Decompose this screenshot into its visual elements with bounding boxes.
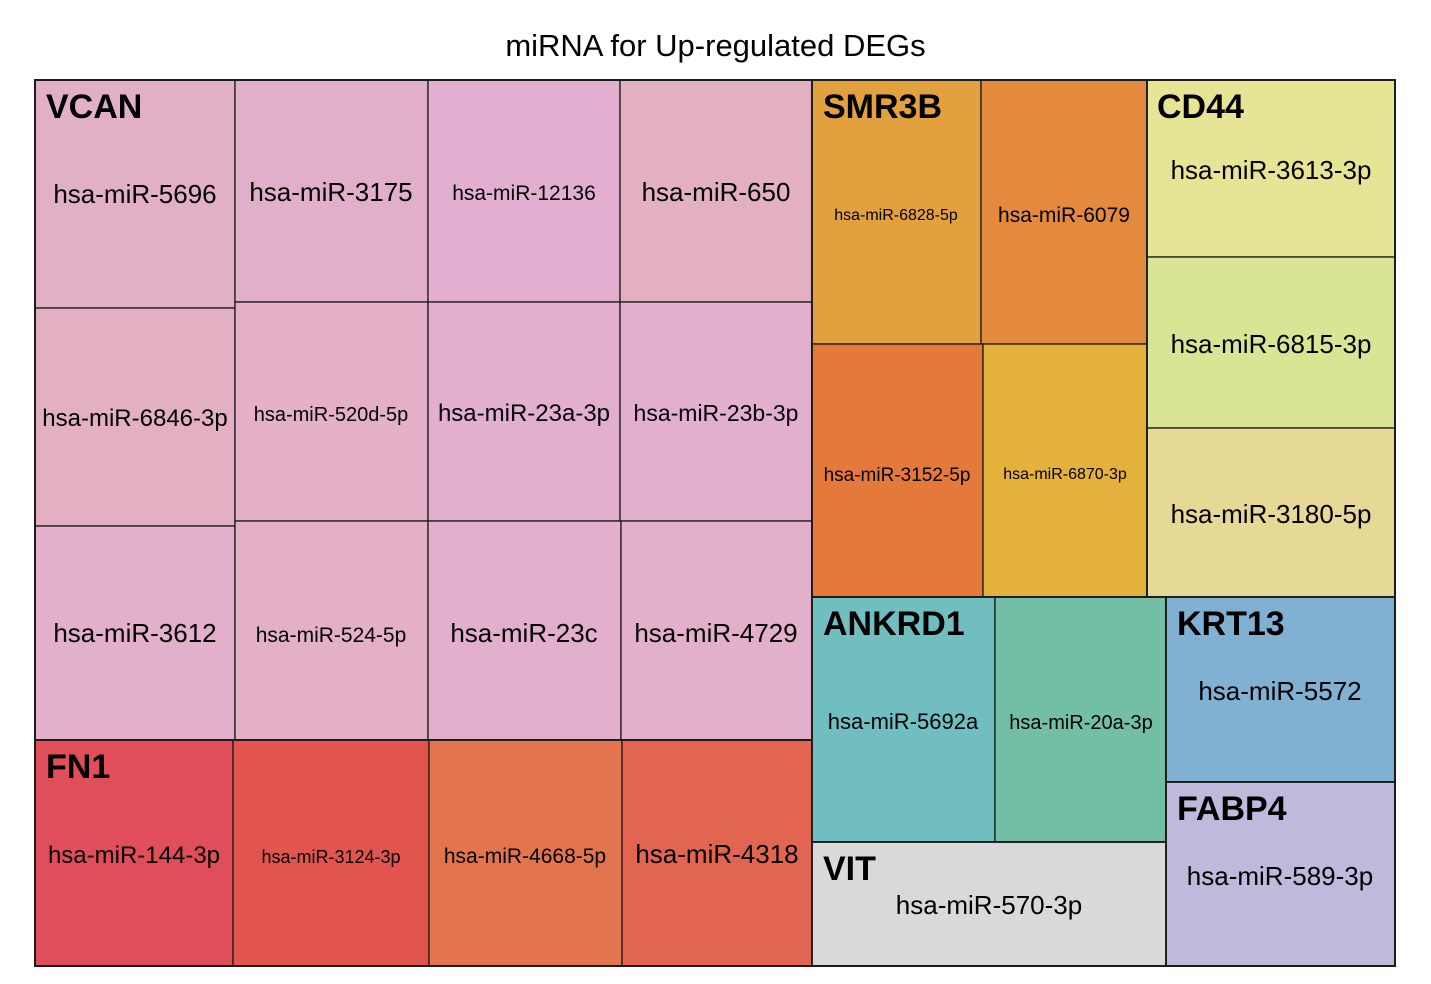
tile-label: hsa-miR-6815-3p (1171, 329, 1372, 359)
group-fn1: hsa-miR-144-3p hsa-miR-3124-3p hsa-miR-466… (34, 739, 813, 967)
tile-label: hsa-miR-524-5p (256, 624, 407, 647)
tile-label: hsa-miR-570-3p (896, 890, 1082, 920)
treemap-tile (34, 79, 236, 309)
tile-label: hsa-miR-20a-3p (1009, 712, 1152, 734)
tile-label: hsa-miR-3612 (53, 618, 216, 648)
tile-label: hsa-miR-6079 (998, 204, 1130, 227)
tile-label: hsa-miR-12136 (452, 182, 596, 205)
tile-label: hsa-miR-23b-3p (634, 400, 799, 426)
group-label: KRT13 (1177, 605, 1285, 643)
group-vcan: hsa-miR-5696 hsa-miR-6846-3p hsa-miR-3612 h… (34, 79, 813, 741)
treemap-tile (427, 520, 622, 741)
treemap-tile (34, 307, 236, 527)
treemap-tile (811, 343, 984, 598)
tile-label: hsa-miR-4668-5p (444, 845, 606, 868)
group-label: SMR3B (823, 88, 942, 126)
group-label: FABP4 (1177, 790, 1287, 828)
group-krt13: hsa-miR-5572 KRT13 (1165, 596, 1396, 783)
treemap-tile (811, 596, 996, 843)
treemap-tile (994, 596, 1167, 843)
chart-title: miRNA for Up-regulated DEGs (505, 28, 926, 63)
tile-label: hsa-miR-6828-5p (834, 207, 958, 224)
tile-label: hsa-miR-650 (642, 177, 791, 207)
group-label: CD44 (1157, 88, 1244, 126)
group-smr3b: hsa-miR-6828-5p hsa-miR-6079 hsa-miR-3152-… (811, 79, 1148, 598)
group-label: VIT (823, 850, 876, 888)
treemap-tile (1165, 781, 1396, 967)
tile-label: hsa-miR-4729 (634, 618, 797, 648)
tile-label: hsa-miR-23c (450, 618, 597, 648)
treemap-tile (427, 301, 621, 522)
treemap-tile (982, 343, 1148, 598)
tile-label: hsa-miR-3180-5p (1171, 499, 1372, 529)
group-ankrd1: hsa-miR-5692a hsa-miR-20a-3p ANKRD1 (811, 596, 1167, 843)
treemap-tile (1146, 427, 1396, 598)
group-cd44: hsa-miR-3613-3p hsa-miR-6815-3p hsa-miR-31… (1146, 79, 1396, 598)
plot-frame (34, 79, 1396, 967)
tile-label: hsa-miR-3613-3p (1171, 155, 1372, 185)
group-label: FN1 (46, 748, 110, 786)
tile-label: hsa-miR-589-3p (1187, 861, 1373, 891)
tile-label: hsa-miR-4318 (635, 839, 798, 869)
treemap-tile (234, 79, 429, 303)
tile-label: hsa-miR-5696 (53, 179, 216, 209)
treemap-tile (619, 79, 813, 303)
tile-label: hsa-miR-3124-3p (261, 847, 400, 867)
group-vit: hsa-miR-570-3p VIT (811, 841, 1167, 967)
treemap-tile (232, 739, 430, 967)
treemap-tile (34, 525, 236, 741)
treemap-tile (1146, 79, 1396, 258)
group-label: ANKRD1 (823, 605, 965, 643)
treemap-tile (428, 739, 623, 967)
group-fabp4: hsa-miR-589-3p FABP4 (1165, 781, 1396, 967)
treemap-tile (620, 520, 813, 741)
tile-label: hsa-miR-23a-3p (438, 400, 610, 427)
tile-label: hsa-miR-6870-3p (1003, 466, 1127, 483)
treemap-tile (1165, 596, 1396, 783)
tile-label: hsa-miR-3152-5p (824, 465, 971, 486)
tile-label: hsa-miR-5692a (828, 709, 979, 734)
treemap-tile (427, 79, 621, 303)
group-label: VCAN (46, 88, 142, 126)
tile-label: hsa-miR-144-3p (48, 842, 220, 869)
tile-label: hsa-miR-3175 (249, 177, 412, 207)
tile-label: hsa-miR-520d-5p (254, 404, 409, 426)
tile-label: hsa-miR-6846-3p (42, 405, 227, 432)
tile-label: hsa-miR-5572 (1198, 676, 1361, 706)
treemap-tile (811, 79, 982, 345)
treemap-tile (1146, 256, 1396, 429)
treemap-tile (621, 739, 813, 967)
